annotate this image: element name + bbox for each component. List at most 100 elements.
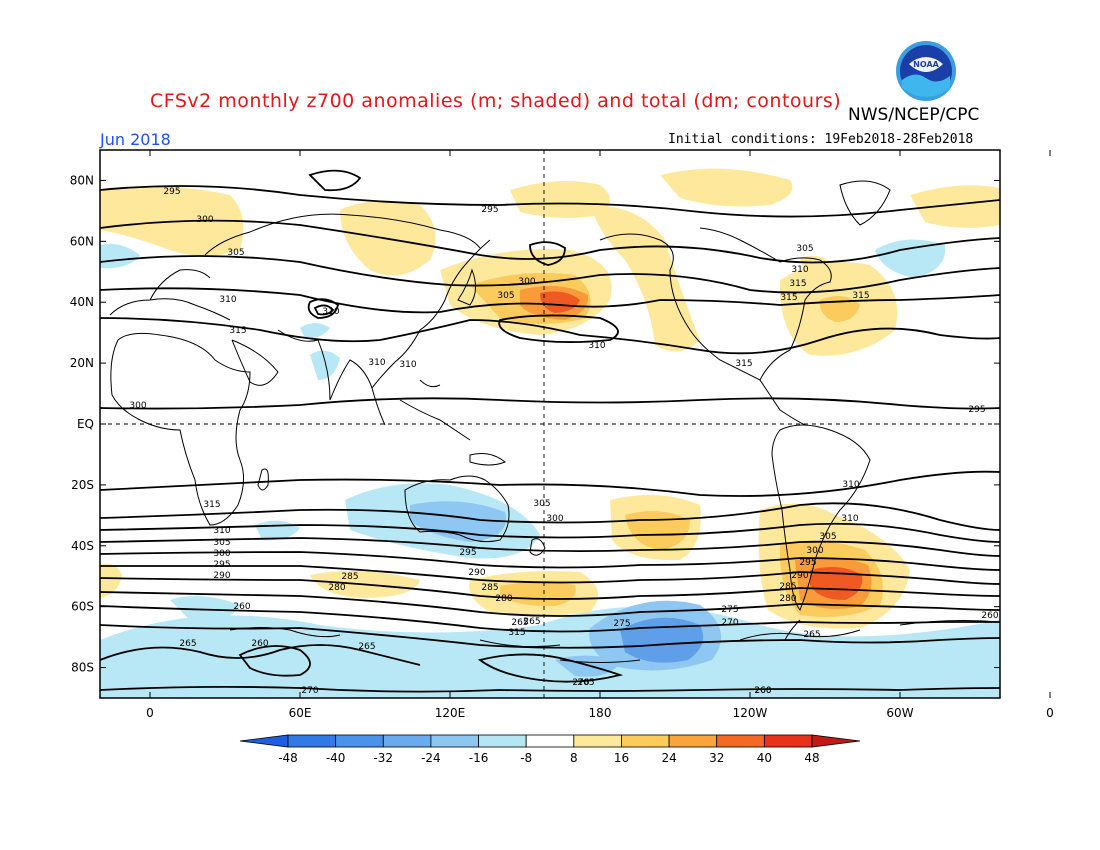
contour-label: 300 (196, 215, 213, 225)
contour-label: 290 (791, 571, 808, 581)
pos-anomaly-south-america-max (810, 566, 863, 600)
colorbar-box (668, 734, 718, 748)
contour-sh-5 (100, 551, 1000, 571)
contour-label: 265 (803, 630, 820, 640)
contour-label: 270 (301, 686, 318, 696)
contour-nh-1 (100, 185, 1000, 218)
agency-label: NWS/NCEP/CPC (848, 105, 980, 125)
contour-label: 305 (819, 532, 836, 542)
noaa-logo-icon: NOAA (896, 41, 956, 101)
contour-label: 275 (721, 605, 738, 615)
contour-label: 260 (251, 639, 268, 649)
contour-label: 285 (341, 572, 358, 582)
initial-conditions: Initial conditions: 19Feb2018-28Feb2018 (668, 132, 974, 147)
contour-label: 280 (779, 594, 796, 604)
contour-label: 315 (508, 628, 525, 638)
colorbar-box (287, 734, 337, 748)
contour-label: 295 (968, 405, 985, 415)
contour-label: 315 (203, 500, 220, 510)
pos-anomaly-arctic-canada (660, 168, 793, 207)
contour-sh-7 (100, 577, 1000, 600)
contour-label: 260 (754, 686, 771, 696)
coast-central-america (759, 379, 806, 426)
coast-se-asia (371, 379, 471, 441)
coast-asia (249, 213, 491, 401)
neg-anomaly-n-atlantic (875, 239, 946, 278)
contour-npac-high (498, 314, 619, 343)
pos-anomaly-north-pacific-max (540, 291, 580, 313)
colorbar-tick-label: 16 (614, 751, 629, 765)
lat-label: 60S (71, 600, 94, 614)
contour-label: 270 (721, 618, 738, 628)
contour-label: 315 (735, 359, 752, 369)
contour-label: 300 (518, 277, 535, 287)
colorbar-box (763, 734, 813, 748)
contour-label: 300 (546, 514, 563, 524)
lat-label: 80S (71, 661, 94, 675)
colorbar-tick-label: 48 (804, 751, 819, 765)
neg-anomaly-pacific-s (170, 596, 240, 621)
contour-label: 265 (179, 639, 196, 649)
pos-anomaly-greenland-east (910, 185, 1000, 228)
contour-sh-4 (100, 537, 1000, 557)
contour-label: 315 (789, 279, 806, 289)
lat-label: 40N (70, 295, 94, 309)
contour-sh-6 (100, 565, 1000, 585)
contour-sh-9 (100, 605, 1000, 633)
contour-label: 310 (842, 480, 859, 490)
contour-label: 305 (796, 244, 813, 254)
colorbar-tick-label: -24 (421, 751, 441, 765)
coast-arabia (231, 339, 279, 386)
lat-label: 40S (71, 539, 94, 553)
contour-label: 280 (328, 583, 345, 593)
coast-new-guinea (469, 453, 506, 466)
contour-label: 265 (511, 618, 528, 628)
forecast-month: Jun 2018 (100, 130, 171, 149)
coast-japan (457, 268, 476, 306)
contour-label: 300 (806, 546, 823, 556)
contour-label: 265 (358, 642, 375, 652)
coast-africa (110, 332, 251, 526)
colorbar-box (430, 734, 479, 748)
contour-label: 275 (613, 619, 630, 629)
neg-anomaly-europe (100, 243, 140, 269)
contour-label: 310 (791, 265, 808, 275)
coast-greenland (839, 180, 891, 226)
contour-label: 300 (213, 549, 230, 559)
contour-label: 285 (481, 583, 498, 593)
contour-ant-1 (100, 644, 421, 666)
contour-label: 305 (497, 291, 514, 301)
contour-label: 270 (572, 678, 589, 688)
pos-anomaly-alaska (590, 205, 700, 352)
contour-label: 265 (577, 678, 594, 688)
colorbar-tick-label: -48 (278, 751, 298, 765)
contour-label: 310 (399, 360, 416, 370)
contour-label: 305 (213, 538, 230, 548)
gridlines (100, 150, 1000, 698)
contour-label: 305 (533, 499, 550, 509)
colorbar-tick-label: -16 (469, 751, 489, 765)
contour-sh-2 (100, 502, 1000, 531)
contour-sh-10 (100, 624, 1000, 649)
contour-closed-2 (308, 169, 362, 192)
coast-australia (404, 475, 510, 543)
contour-label: 310 (368, 358, 385, 368)
neg-anomaly-arctic (300, 323, 330, 339)
colorbar: -48 -40 -32 -24 -16 -8 8 16 24 32 40 48 (239, 734, 861, 765)
lon-label: 60E (289, 706, 312, 720)
contour-label: 290 (468, 568, 485, 578)
height-contours (100, 169, 1000, 693)
contour-label: 300 (129, 401, 146, 411)
colorbar-box (573, 734, 622, 748)
contour-label: 280 (495, 594, 512, 604)
pos-anomaly-arctic-pacific (510, 181, 610, 218)
pos-anomaly-atlantic-50s-w (100, 563, 122, 598)
contour-nh-6 (100, 397, 1000, 410)
colorbar-tick-label: 40 (757, 751, 772, 765)
contour-label: 315 (229, 326, 246, 336)
contour-sh-8 (100, 591, 1000, 617)
contour-sh-1 (100, 470, 1000, 497)
contour-label: 315 (852, 291, 869, 301)
lat-label: 20N (70, 356, 94, 370)
